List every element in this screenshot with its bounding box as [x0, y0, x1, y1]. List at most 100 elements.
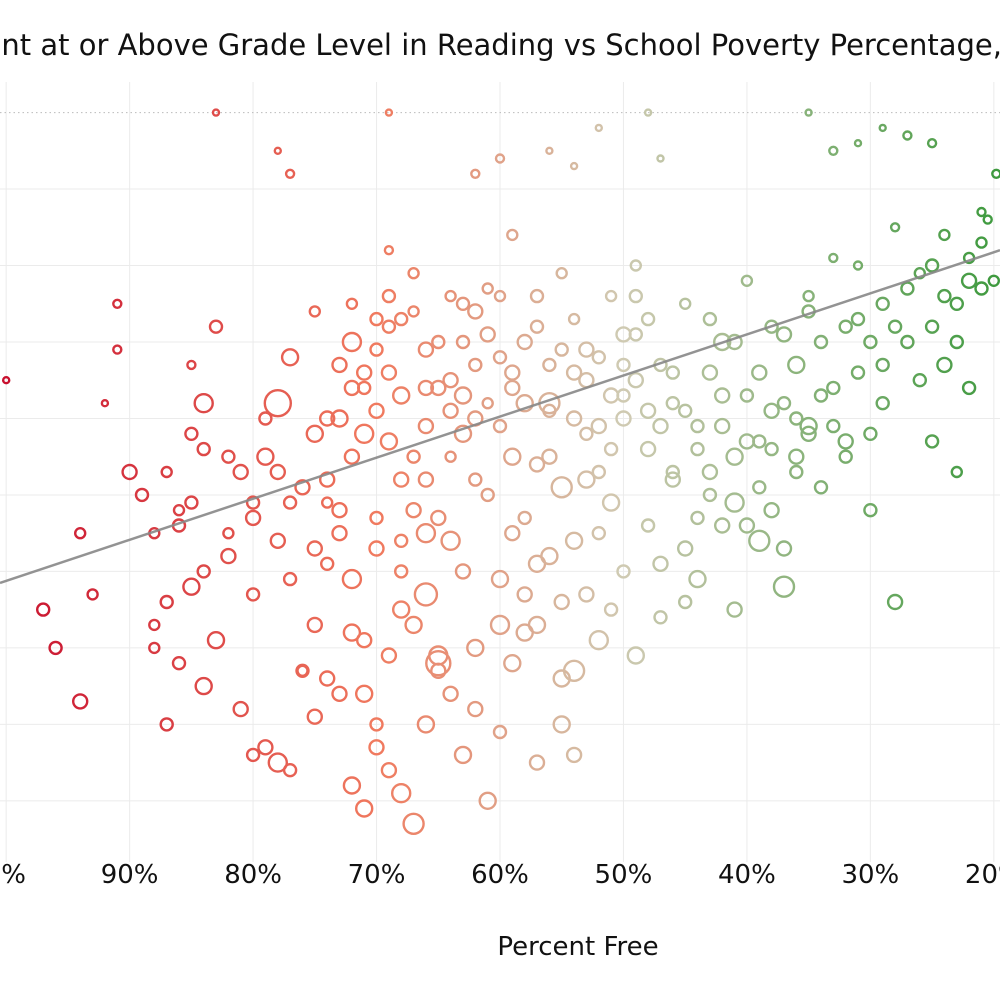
data-point — [430, 662, 447, 679]
data-point — [134, 487, 150, 503]
data-point — [454, 563, 472, 580]
data-point — [381, 288, 397, 304]
data-point — [813, 388, 829, 403]
data-point — [529, 288, 545, 304]
data-point — [282, 763, 298, 778]
data-point — [391, 783, 412, 804]
data-point — [653, 610, 668, 625]
x-tick-labels: % 90% 80% 70% 60% 50% 40% 30% 20% — [1, 860, 1000, 890]
data-point — [789, 464, 804, 480]
data-point — [357, 380, 372, 396]
data-point — [565, 410, 583, 427]
data-point — [470, 168, 481, 180]
data-point — [665, 365, 680, 380]
data-point — [342, 623, 362, 642]
data-point — [616, 564, 631, 579]
data-point — [678, 594, 693, 610]
data-point — [863, 334, 878, 350]
data-point — [36, 602, 51, 617]
data-point — [565, 364, 583, 381]
data-point — [516, 586, 533, 603]
x-axis-label: Percent Free — [497, 932, 658, 962]
data-point — [380, 762, 398, 779]
data-point — [564, 531, 584, 550]
data-point — [838, 449, 853, 464]
data-point — [553, 593, 570, 611]
data-point — [493, 289, 507, 303]
data-point — [739, 388, 755, 403]
data-point — [442, 372, 459, 389]
data-point — [245, 587, 261, 602]
data-point — [591, 526, 606, 541]
data-point — [878, 123, 887, 133]
data-point — [330, 409, 349, 428]
data-point — [320, 556, 335, 571]
data-point — [494, 153, 506, 164]
data-point — [886, 593, 904, 611]
data-point — [321, 496, 334, 509]
data-point — [504, 525, 521, 542]
data-point — [405, 502, 422, 519]
data-point — [354, 423, 375, 444]
data-point — [211, 108, 221, 117]
data-point — [837, 433, 854, 450]
data-point — [924, 434, 940, 449]
data-point — [974, 281, 989, 296]
data-point — [394, 564, 409, 579]
data-point — [492, 418, 508, 434]
data-point — [342, 776, 362, 795]
data-point — [444, 289, 457, 303]
data-point — [640, 311, 656, 327]
x-tick-label: 20% — [965, 860, 1000, 890]
x-tick-label: 90% — [101, 860, 159, 890]
data-point — [949, 334, 964, 350]
data-point — [245, 747, 261, 763]
data-point — [714, 387, 731, 404]
data-point — [282, 571, 298, 587]
data-point — [528, 754, 546, 771]
data-point — [282, 495, 298, 510]
data-point — [853, 138, 863, 148]
data-point — [206, 631, 226, 650]
data-point — [355, 684, 374, 703]
data-point — [591, 464, 606, 480]
x-tick-label: 30% — [841, 860, 899, 890]
data-point — [643, 108, 653, 117]
data-point — [417, 471, 435, 488]
data-point — [975, 236, 988, 249]
data-point — [492, 350, 508, 365]
data-point — [804, 108, 813, 117]
data-point — [863, 503, 878, 518]
data-point — [160, 465, 173, 479]
vertical-gridlines — [5, 82, 995, 862]
data-point — [912, 373, 927, 388]
data-point — [296, 664, 309, 677]
data-point — [305, 424, 324, 443]
data-point — [936, 356, 953, 374]
data-point — [690, 418, 705, 434]
data-point — [961, 380, 977, 396]
data-point — [380, 364, 398, 381]
data-point — [356, 632, 373, 649]
data-point — [196, 564, 211, 579]
trendline — [0, 249, 1000, 585]
data-points — [1, 108, 1000, 835]
data-point — [263, 389, 292, 418]
data-point — [430, 509, 447, 527]
data-point — [306, 616, 323, 634]
data-point — [924, 319, 940, 334]
data-point — [258, 411, 273, 426]
data-point — [615, 326, 632, 343]
data-point — [368, 739, 385, 756]
data-point — [171, 656, 187, 671]
data-point — [245, 495, 261, 510]
data-point — [528, 456, 546, 473]
data-point — [184, 495, 199, 510]
data-point — [466, 638, 485, 658]
data-point — [591, 350, 606, 365]
data-point — [764, 319, 779, 334]
data-point — [838, 319, 853, 334]
data-point — [702, 311, 718, 327]
data-point — [196, 441, 211, 457]
data-point — [368, 402, 385, 419]
